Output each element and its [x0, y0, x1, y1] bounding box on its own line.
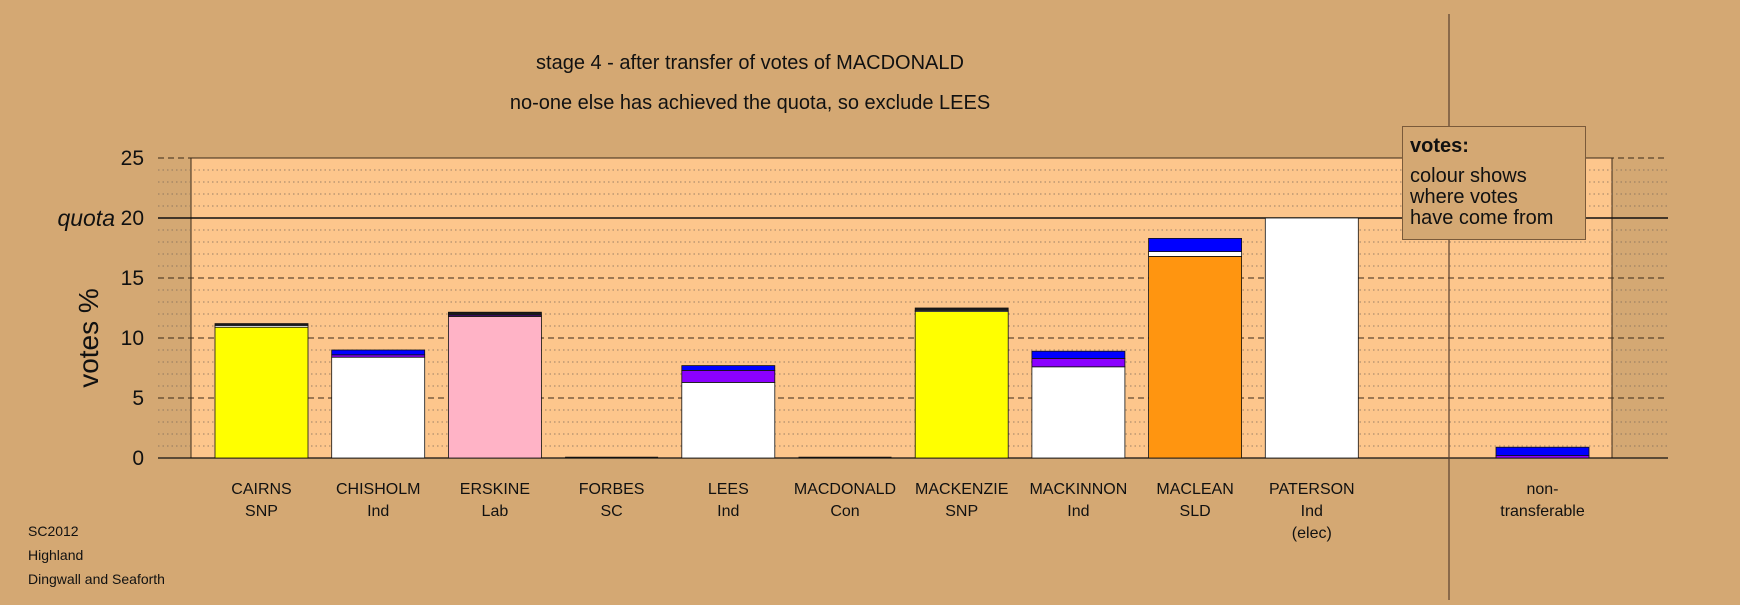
- x-tick-label-name: MACKENZIE: [915, 481, 1008, 498]
- bar-segment: [1148, 255, 1242, 459]
- y-tick-label: 20: [121, 207, 144, 230]
- x-tick-label-party: Ind: [717, 503, 739, 520]
- bar-segment: [1031, 350, 1126, 359]
- chart-title: stage 4 - after transfer of votes of MAC…: [536, 52, 964, 74]
- y-tick-label: 10: [121, 327, 144, 350]
- x-tick-label-party: Lab: [482, 503, 509, 520]
- bar-segment: [681, 381, 776, 459]
- bar-segment: [681, 369, 776, 383]
- x-tick-label-name: CAIRNS: [231, 481, 291, 498]
- footer-ward: Dingwall and Seaforth: [28, 571, 165, 587]
- bar-segment: [1148, 237, 1242, 252]
- x-tick-label-name: PATERSON: [1269, 481, 1355, 498]
- bar-segment: [447, 315, 542, 459]
- x-tick-label-party: SNP: [945, 503, 978, 520]
- nontransferable-segment: [1495, 446, 1590, 457]
- x-tick-label-party: Ind: [367, 503, 389, 520]
- legend-title: votes:: [1410, 135, 1469, 157]
- legend-line-2: where votes: [1410, 186, 1518, 208]
- x-tick-label-party: SLD: [1180, 503, 1211, 520]
- bar-segment: [1148, 251, 1242, 257]
- nontransferable-label-2: transferable: [1500, 503, 1585, 520]
- x-tick-label-party: SNP: [245, 503, 278, 520]
- x-tick-label-party: Ind: [1301, 503, 1323, 520]
- footer-election: SC2012: [28, 523, 79, 539]
- y-axis-label: votes %: [73, 288, 104, 388]
- x-tick-label-party: SC: [600, 503, 622, 520]
- bar-segment: [914, 307, 1009, 311]
- quota-label: quota: [57, 205, 115, 231]
- y-tick-label: 5: [132, 387, 144, 410]
- x-tick-label-name: MACKINNON: [1030, 481, 1128, 498]
- bar-segment: [681, 365, 776, 371]
- bar-segment: [214, 323, 309, 326]
- legend-line-1: colour shows: [1410, 165, 1527, 187]
- y-tick-label: 0: [132, 447, 144, 470]
- y-tick-label: 15: [121, 267, 144, 290]
- bar-segment: [1264, 217, 1359, 459]
- legend-line-3: have come from: [1410, 207, 1554, 229]
- nontransferable-label-1: non-: [1526, 481, 1558, 498]
- x-tick-label-name: MACDONALD: [794, 481, 896, 498]
- legend-box: votes: colour shows where votes have com…: [1402, 126, 1586, 240]
- bar-segment: [1031, 357, 1126, 368]
- x-tick-label-party: Con: [830, 503, 859, 520]
- x-tick-label-name: CHISHOLM: [336, 481, 420, 498]
- bar-segment: [331, 356, 426, 459]
- bar-segment: [447, 311, 542, 316]
- x-tick-label-extra: (elec): [1292, 525, 1332, 542]
- footer-council: Highland: [28, 547, 84, 563]
- bar-segment: [214, 326, 309, 459]
- bar-segment: [331, 349, 426, 356]
- x-tick-label-name: MACLEAN: [1156, 481, 1233, 498]
- x-tick-label-party: Ind: [1067, 503, 1089, 520]
- plot-area: [190, 157, 1613, 459]
- x-tick-label-name: FORBES: [579, 481, 645, 498]
- y-tick-label: 25: [121, 147, 144, 170]
- bar-segment: [1031, 366, 1126, 459]
- x-tick-label-name: ERSKINE: [460, 481, 530, 498]
- bar-segment: [914, 311, 1009, 459]
- chart-subtitle: no-one else has achieved the quota, so e…: [509, 92, 991, 114]
- x-tick-label-name: LEES: [708, 481, 749, 498]
